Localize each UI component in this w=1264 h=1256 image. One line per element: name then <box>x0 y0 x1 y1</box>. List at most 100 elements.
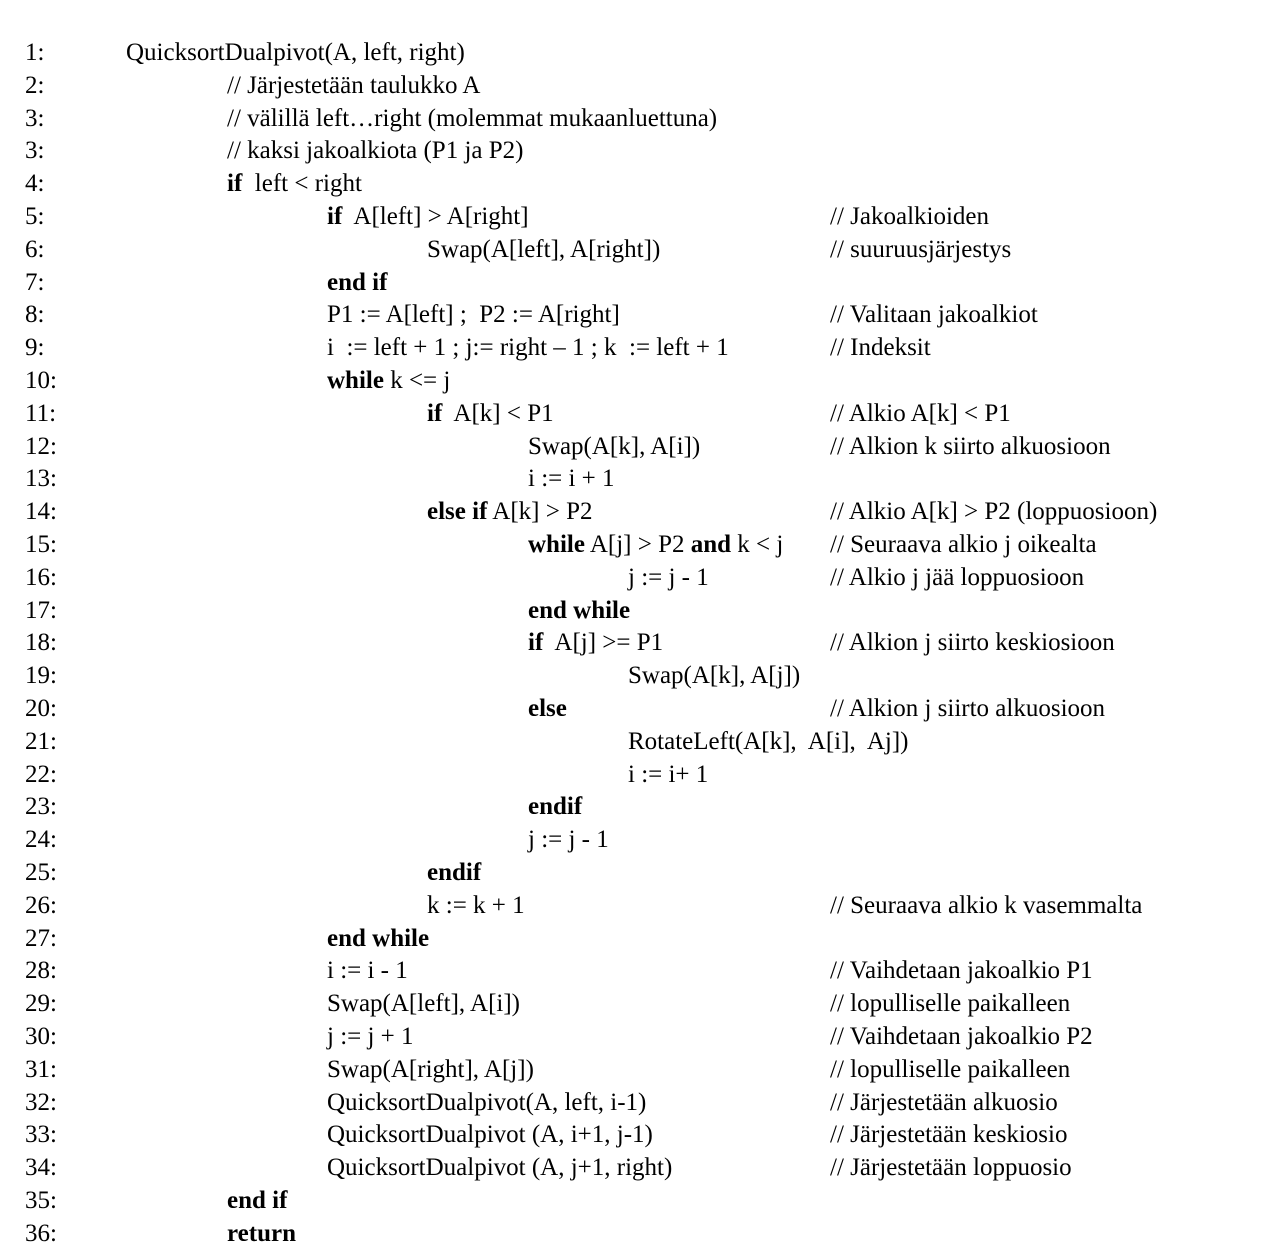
code-text: k := k + 1 <box>427 890 525 923</box>
line-number: 9: <box>25 334 45 362</box>
code-text: Swap(A[right], A[j]) <box>327 1054 534 1087</box>
code-line: 28: i := i - 1 // Vaihdetaan jakoalkio P1 <box>0 955 1264 988</box>
keyword: endif <box>427 858 482 886</box>
code-segment: i := i + 1 <box>528 465 615 493</box>
line-number: 20: <box>25 694 57 722</box>
code-line: 32: QuicksortDualpivot(A, left, i-1) // Jä… <box>0 1087 1264 1120</box>
line-comment: // Alkion k siirto alkuosioon <box>830 432 1111 460</box>
code-text: if A[k] < P1 <box>427 398 554 431</box>
code-line: 25: endif <box>0 857 1264 890</box>
code-line: 3: // välillä left…right (molemmat mukaan… <box>0 103 1264 136</box>
code-line: 1: QuicksortDualpivot(A, left, right) <box>0 37 1264 70</box>
code-text: j := j + 1 <box>327 1021 414 1054</box>
keyword: end while <box>528 596 631 624</box>
code-line: 6: Swap(A[left], A[right]) // suuruusjärje… <box>0 234 1264 267</box>
line-number: 23: <box>25 793 57 821</box>
line-number: 18: <box>25 629 57 657</box>
code-line: 19: Swap(A[k], A[j]) <box>0 660 1264 693</box>
code-segment: Swap(A[left], A[i]) <box>327 990 520 1018</box>
line-number: 6: <box>25 235 45 263</box>
code-line: 34: QuicksortDualpivot (A, j+1, right) // … <box>0 1152 1264 1185</box>
line-number: 14: <box>25 498 57 526</box>
code-line: 30: j := j + 1 // Vaihdetaan jakoalkio P2 <box>0 1021 1264 1054</box>
code-text: if left < right <box>227 168 362 201</box>
keyword: and <box>690 530 732 558</box>
code-line: 2: // Järjestetään taulukko A <box>0 70 1264 103</box>
code-line: 8: P1 := A[left] ; P2 := A[right] // Valit… <box>0 299 1264 332</box>
code-text: else <box>528 693 567 726</box>
code-text: i := left + 1 ; j:= right – 1 ; k := lef… <box>327 332 729 365</box>
line-comment: // Järjestetään alkuosio <box>830 1088 1058 1116</box>
line-number: 13: <box>25 465 57 493</box>
code-segment: k < j <box>731 530 784 558</box>
code-line: 7: end if <box>0 267 1264 300</box>
code-segment: A[k] < P1 <box>442 399 554 427</box>
code-line: 10: while k <= j <box>0 365 1264 398</box>
line-comment: // Seuraava alkio k vasemmalta <box>830 891 1143 919</box>
code-segment: A[j] > P2 <box>584 530 691 558</box>
code-segment: j := j - 1 <box>528 826 609 854</box>
code-text: j := j - 1 <box>528 824 609 857</box>
code-segment: left < right <box>242 170 362 198</box>
line-number: 34: <box>25 1154 57 1182</box>
code-segment: Swap(A[right], A[j]) <box>327 1055 534 1083</box>
code-text: // Järjestetään taulukko A <box>227 70 480 103</box>
code-line: 9: i := left + 1 ; j:= right – 1 ; k := l… <box>0 332 1264 365</box>
code-text: Swap(A[k], A[j]) <box>628 660 800 693</box>
line-number: 19: <box>25 662 57 690</box>
code-text: QuicksortDualpivot(A, left, i-1) <box>327 1087 646 1120</box>
line-number: 28: <box>25 957 57 985</box>
code-segment: // välillä left…right (molemmat mukaanlu… <box>227 104 718 132</box>
line-number: 29: <box>25 990 57 1018</box>
code-line: 17: end while <box>0 595 1264 628</box>
line-comment: // Alkio A[k] > P2 (loppuosioon) <box>830 498 1158 526</box>
code-segment: k := k + 1 <box>427 891 525 919</box>
line-number: 27: <box>25 924 57 952</box>
code-text: endif <box>427 857 481 890</box>
keyword: else if <box>427 498 488 526</box>
code-segment: RotateLeft(A[k], A[i], Aj]) <box>628 727 909 755</box>
code-text: else if A[k] > P2 <box>427 496 592 529</box>
keyword: if <box>528 629 544 657</box>
code-text: if A[j] >= P1 <box>528 627 663 660</box>
code-segment: i := i - 1 <box>327 957 408 985</box>
code-text: // välillä left…right (molemmat mukaanlu… <box>227 103 717 136</box>
code-segment: i := left + 1 ; j:= right – 1 ; k := lef… <box>327 334 729 362</box>
code-text: end if <box>227 1185 287 1218</box>
line-number: 3: <box>25 104 45 132</box>
code-line: 29: Swap(A[left], A[i]) // lopulliselle pa… <box>0 988 1264 1021</box>
code-line: 27: end while <box>0 923 1264 956</box>
line-number: 16: <box>25 563 57 591</box>
code-line: 15: while A[j] > P2 and k < j // Seuraava … <box>0 529 1264 562</box>
code-segment: QuicksortDualpivot(A, left, right) <box>126 39 465 66</box>
line-number: 32: <box>25 1088 57 1116</box>
line-number: 33: <box>25 1121 57 1149</box>
keyword: if <box>227 170 243 198</box>
line-number: 22: <box>25 760 57 788</box>
line-comment: // Järjestetään keskiosio <box>830 1121 1068 1149</box>
line-comment: // Vaihdetaan jakoalkio P1 <box>830 957 1093 985</box>
keyword: if <box>427 399 443 427</box>
code-text: Swap(A[left], A[i]) <box>327 988 520 1021</box>
line-comment: // Alkion j siirto alkuosioon <box>830 694 1106 722</box>
code-segment: i := i+ 1 <box>628 760 709 788</box>
code-text: while k <= j <box>327 365 450 398</box>
code-text: return <box>227 1218 296 1251</box>
code-segment: P1 := A[left] ; P2 := A[right] <box>327 301 620 329</box>
line-number: 35: <box>25 1186 57 1214</box>
code-line: 23: endif <box>0 791 1264 824</box>
code-text: i := i+ 1 <box>628 759 708 792</box>
code-text: j := j - 1 <box>628 562 709 595</box>
line-number: 15: <box>25 530 57 558</box>
code-line: 18: if A[j] >= P1 // Alkion j siirto keski… <box>0 627 1264 660</box>
keyword: return <box>227 1219 296 1247</box>
line-comment: // Jakoalkioiden <box>830 202 989 230</box>
line-comment: // Alkion j siirto keskiosioon <box>830 629 1115 657</box>
code-segment: j := j - 1 <box>628 563 709 591</box>
line-comment: // Valitaan jakoalkiot <box>830 301 1038 329</box>
code-segment: // Järjestetään taulukko A <box>227 71 481 99</box>
code-segment: j := j + 1 <box>327 1022 414 1050</box>
line-number: 26: <box>25 891 57 919</box>
keyword: end if <box>227 1186 288 1214</box>
code-line: 5: if A[left] > A[right] // Jakoalkioiden <box>0 201 1264 234</box>
